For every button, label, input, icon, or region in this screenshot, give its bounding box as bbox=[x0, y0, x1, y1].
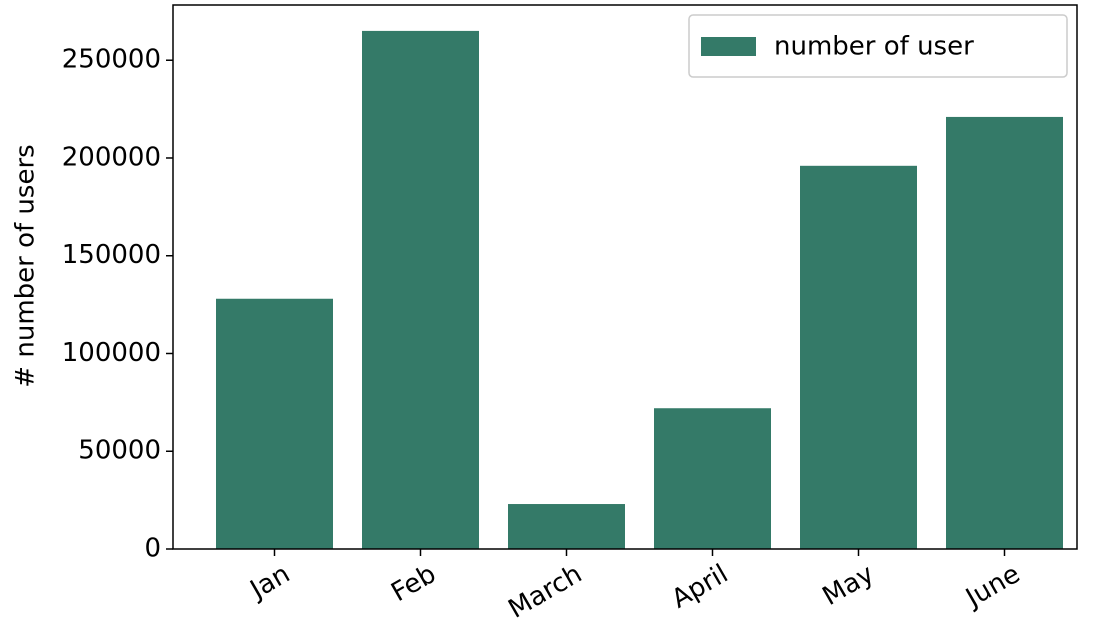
x-tick-label: June bbox=[959, 559, 1025, 614]
x-tick-label: Feb bbox=[386, 559, 441, 608]
y-tick-label: 0 bbox=[144, 534, 161, 564]
legend-box bbox=[688, 14, 1068, 78]
legend-swatch bbox=[701, 37, 756, 56]
bar bbox=[946, 116, 1063, 549]
bar bbox=[216, 298, 333, 549]
y-axis-label: # number of users bbox=[11, 144, 41, 387]
plot-frame bbox=[172, 4, 1078, 550]
bar bbox=[800, 165, 917, 549]
bar bbox=[508, 504, 625, 549]
y-tick-label: 250000 bbox=[62, 45, 161, 75]
x-tick-label: Jan bbox=[244, 559, 295, 606]
y-tick-label: 200000 bbox=[62, 142, 161, 172]
bar bbox=[654, 408, 771, 549]
bar bbox=[362, 30, 479, 549]
y-tick-label: 50000 bbox=[78, 436, 161, 466]
legend-label: number of user bbox=[774, 32, 974, 62]
x-tick-label: May bbox=[818, 559, 880, 612]
x-tick-label: April bbox=[667, 559, 733, 615]
y-tick-label: 150000 bbox=[62, 240, 161, 270]
y-tick-label: 100000 bbox=[62, 338, 161, 368]
x-tick-label: March bbox=[504, 559, 588, 625]
